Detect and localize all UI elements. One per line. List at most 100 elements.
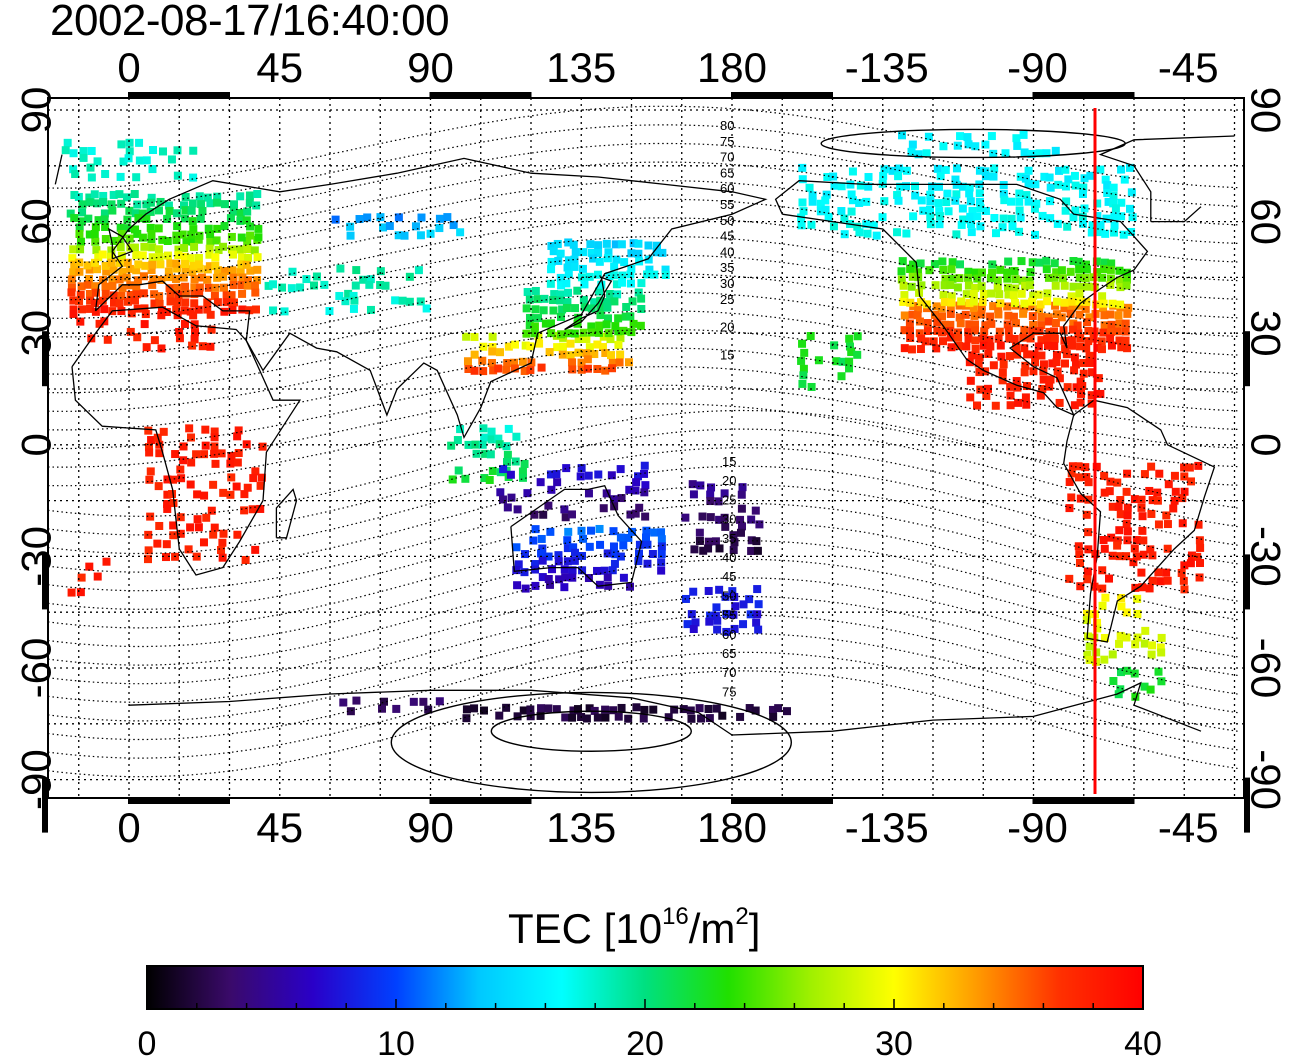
tec-point <box>147 229 156 238</box>
tec-point <box>951 196 960 205</box>
tec-point <box>799 207 808 216</box>
tec-point <box>1066 309 1075 318</box>
tec-point <box>197 200 206 209</box>
tec-point <box>123 258 132 267</box>
tec-point <box>754 625 763 634</box>
tec-point <box>593 364 602 373</box>
tec-point <box>1116 496 1125 505</box>
tec-point <box>1108 502 1117 511</box>
tec-point <box>1010 299 1019 308</box>
tec-point <box>481 449 490 458</box>
tec-point <box>1068 341 1077 350</box>
frame-tick-right <box>1244 554 1250 610</box>
tec-point <box>568 365 577 374</box>
tec-point <box>568 358 577 367</box>
tec-point <box>218 553 227 562</box>
tec-point <box>537 549 546 558</box>
tec-point <box>955 274 964 283</box>
tec-point <box>131 209 140 218</box>
tec-point <box>1122 487 1131 496</box>
tec-point <box>1069 256 1078 265</box>
tec-point <box>707 483 716 492</box>
tec-point <box>1180 585 1189 594</box>
tec-point <box>1139 550 1148 559</box>
tec-point <box>980 290 989 299</box>
contour-line <box>48 651 1241 759</box>
tec-point <box>76 237 85 246</box>
tec-point <box>845 334 854 343</box>
tec-point <box>1163 544 1172 553</box>
tec-point <box>1042 256 1051 265</box>
tec-point <box>1129 558 1138 567</box>
tec-point <box>530 322 539 331</box>
tec-point <box>1115 336 1124 345</box>
tec-point <box>855 198 864 207</box>
tec-point <box>67 588 76 597</box>
tec-point <box>745 595 754 604</box>
tec-point <box>1121 319 1130 328</box>
tec-point <box>999 189 1008 198</box>
tec-point <box>1060 304 1069 313</box>
tec-point <box>1037 336 1046 345</box>
tec-point <box>227 245 236 254</box>
tec-point <box>210 291 219 300</box>
tec-point <box>691 618 700 627</box>
tec-point <box>1015 206 1024 215</box>
tec-point <box>251 467 260 476</box>
tec-point <box>1147 641 1156 650</box>
tec-point <box>752 618 761 627</box>
tec-point <box>179 201 188 210</box>
tec-point <box>641 481 650 490</box>
tec-point <box>253 276 262 285</box>
tec-point <box>603 573 612 582</box>
tec-point <box>1115 526 1124 535</box>
tec-point <box>570 548 579 557</box>
contour-value-label: 40 <box>720 244 734 259</box>
tec-point <box>1084 478 1093 487</box>
tec-point <box>1005 352 1014 361</box>
contour-value-label: 15 <box>720 347 734 362</box>
tec-point <box>601 705 610 714</box>
tec-point <box>1156 577 1165 586</box>
tec-point <box>69 149 78 158</box>
tec-point <box>579 296 588 305</box>
tec-point <box>540 294 549 303</box>
tec-point <box>533 295 542 304</box>
tec-point <box>1052 310 1061 319</box>
tec-point <box>1082 472 1091 481</box>
tec-point <box>76 317 85 326</box>
tec-point <box>580 280 589 289</box>
tec-point <box>227 473 236 482</box>
tec-point <box>103 335 112 344</box>
tec-point <box>90 190 99 199</box>
tec-point <box>729 531 738 540</box>
tec-point <box>706 513 715 522</box>
tec-point <box>989 172 998 181</box>
tec-point <box>194 305 203 314</box>
tec-point <box>947 265 956 274</box>
contour-value-label: 60 <box>720 181 734 196</box>
tec-point <box>211 253 220 262</box>
tec-point <box>965 299 974 308</box>
tec-point <box>1100 258 1109 267</box>
tec-point <box>1113 478 1122 487</box>
tec-point <box>987 132 996 141</box>
tec-point <box>132 266 141 275</box>
tec-point <box>1097 345 1106 354</box>
tec-point <box>535 339 544 348</box>
tec-point <box>640 469 649 478</box>
tec-point <box>935 182 944 191</box>
tec-point <box>983 384 992 393</box>
tec-point <box>1123 527 1132 536</box>
tec-point <box>962 342 971 351</box>
tec-point <box>1065 574 1074 583</box>
tec-point <box>635 540 644 549</box>
tec-point <box>837 372 846 381</box>
tec-point <box>549 306 558 315</box>
contour-value-label: 20 <box>720 320 734 335</box>
tec-point <box>162 540 171 549</box>
tec-point <box>461 474 470 483</box>
tec-point <box>580 303 589 312</box>
tec-point <box>998 368 1007 377</box>
tec-point <box>1099 304 1108 313</box>
